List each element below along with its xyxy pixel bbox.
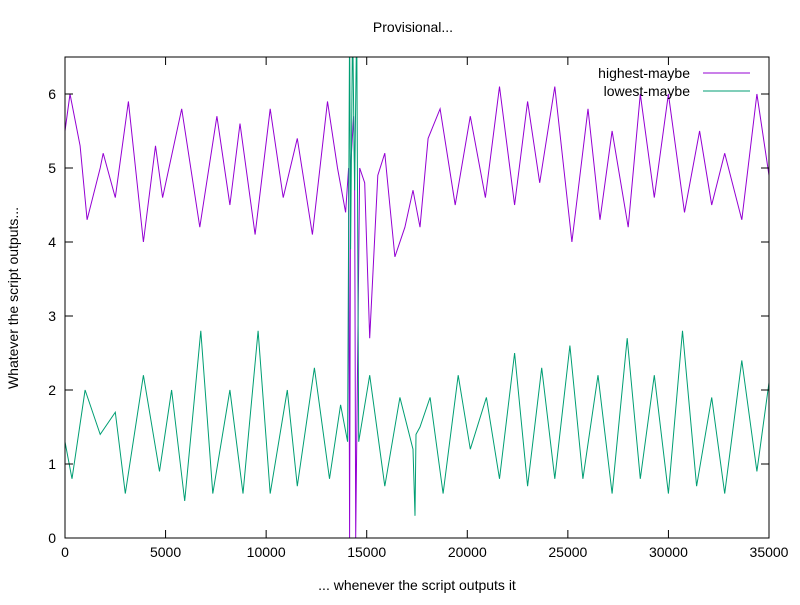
x-tick-label: 5000 (150, 544, 181, 560)
y-axis-label: Whatever the script outputs... (5, 207, 21, 389)
y-tick-label: 2 (48, 382, 56, 398)
x-tick-label: 30000 (649, 544, 688, 560)
x-tick-label: 15000 (347, 544, 386, 560)
y-tick-label: 1 (48, 456, 56, 472)
series-line-highest-maybe (65, 86, 769, 538)
y-tick-label: 0 (48, 530, 56, 546)
y-tick-label: 3 (48, 308, 56, 324)
plot-border (64, 56, 770, 539)
x-tick-label: 20000 (448, 544, 487, 560)
x-tick-label: 25000 (548, 544, 587, 560)
x-tick-label: 35000 (750, 544, 789, 560)
chart-title: Provisional... (373, 19, 453, 35)
y-tick-label: 4 (48, 234, 56, 250)
legend-label: lowest-maybe (604, 83, 691, 99)
x-tick-label: 0 (61, 544, 69, 560)
y-tick-label: 6 (48, 86, 56, 102)
y-tick-label: 5 (48, 160, 56, 176)
legend-label: highest-maybe (598, 65, 690, 81)
x-axis-label: ... whenever the script outputs it (318, 577, 516, 593)
series-line-lowest-maybe (65, 57, 769, 516)
x-tick-label: 10000 (247, 544, 286, 560)
